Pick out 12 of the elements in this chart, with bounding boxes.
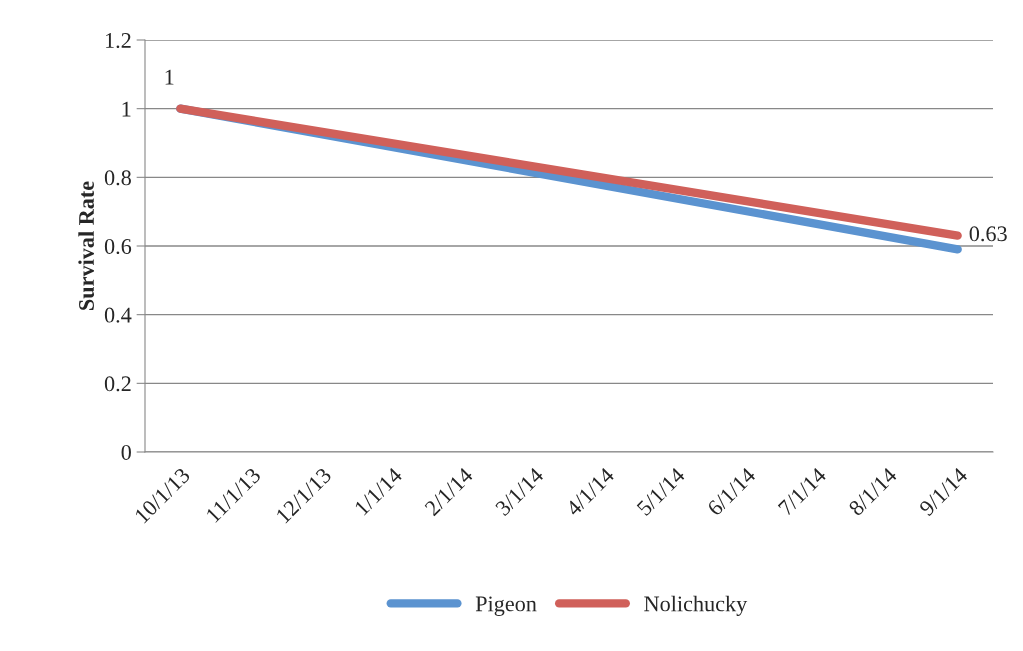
y-tick-label: 0.4 [104, 307, 132, 323]
y-tick-label: 0.6 [104, 238, 132, 255]
y-tick-label: 0.8 [104, 170, 131, 186]
y-tick-label: 0 [121, 444, 131, 460]
y-axis-title: Survival Rate [78, 181, 95, 310]
data-label: 0.63 [969, 226, 1007, 242]
y-tick-label: 1.2 [105, 32, 131, 49]
y-tick-label: 0.2 [104, 376, 131, 392]
legend-label: Pigeon [475, 596, 537, 616]
data-label: 1 [165, 69, 174, 85]
legend-label: Nolichucky [644, 595, 748, 616]
y-tick-label: 1 [122, 101, 131, 117]
